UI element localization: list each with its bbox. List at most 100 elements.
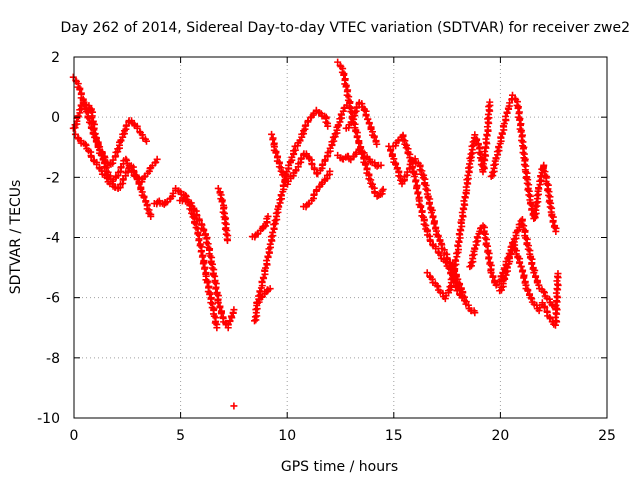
data-point <box>421 180 429 188</box>
data-point <box>518 136 526 144</box>
data-point <box>197 248 205 256</box>
x-tick-label: 20 <box>491 428 509 444</box>
data-point <box>195 236 203 244</box>
data-point <box>522 168 530 176</box>
data-point <box>482 241 490 249</box>
data-point <box>308 160 316 168</box>
data-point <box>203 279 211 287</box>
data-point <box>196 242 204 250</box>
data-point <box>458 209 466 217</box>
data-point <box>198 253 206 261</box>
data-point <box>514 104 522 112</box>
data-point <box>194 230 202 238</box>
data-point <box>475 149 483 157</box>
y-tick-label: 2 <box>51 50 60 66</box>
data-point <box>211 319 219 327</box>
data-point <box>269 136 277 144</box>
data-point <box>546 203 554 211</box>
data-point <box>222 230 230 238</box>
data-point <box>486 260 494 268</box>
data-point <box>526 254 534 262</box>
data-point <box>346 103 354 111</box>
x-tick-label: 10 <box>278 428 296 444</box>
data-point <box>262 264 270 272</box>
data-point <box>520 274 528 282</box>
data-point <box>429 213 437 221</box>
y-tick-label: -4 <box>46 231 60 247</box>
data-point <box>533 191 541 199</box>
data-point <box>545 198 553 206</box>
data-point <box>458 216 466 224</box>
data-point <box>530 215 538 223</box>
data-point <box>206 252 214 260</box>
data-point <box>207 299 215 307</box>
axes: 0 5 10 15 20 25 -10 -8 -6 -4 -2 0 2 <box>37 50 616 444</box>
data-point <box>266 285 274 293</box>
data-point <box>206 290 214 298</box>
data-point <box>212 285 220 293</box>
data-point <box>522 174 530 182</box>
data-point <box>532 199 540 207</box>
data-point <box>203 238 211 246</box>
data-point <box>461 193 469 201</box>
data-point <box>230 306 238 314</box>
data-point <box>482 135 490 143</box>
data-point <box>340 71 348 79</box>
data-point <box>219 208 227 216</box>
data-point <box>545 191 553 199</box>
y-tick-label: -2 <box>46 170 60 186</box>
data-point <box>263 257 271 265</box>
data-point <box>554 270 562 278</box>
data-point <box>479 222 487 230</box>
data-point <box>523 179 531 187</box>
data-point <box>230 402 238 410</box>
data-point <box>526 200 534 208</box>
data-point <box>265 245 273 253</box>
data-point <box>269 228 277 236</box>
data-point <box>201 265 209 273</box>
data-point <box>267 233 275 241</box>
data-point <box>548 212 556 220</box>
data-point <box>485 103 493 111</box>
data-point <box>531 203 539 211</box>
data-point <box>417 203 425 211</box>
x-tick-label: 25 <box>598 428 616 444</box>
data-point <box>538 299 546 307</box>
data-point <box>424 194 432 202</box>
data-point <box>221 219 229 227</box>
data-point <box>425 200 433 208</box>
data-point <box>459 204 467 212</box>
data-point <box>147 212 155 220</box>
data-point <box>324 122 332 130</box>
data-point <box>458 294 466 302</box>
data-point <box>544 186 552 194</box>
y-axis-title: SDTVAR / TECUs <box>8 180 24 295</box>
data-point <box>251 313 259 321</box>
data-point <box>373 140 381 148</box>
x-tick-label: 15 <box>385 428 403 444</box>
data-point <box>455 237 463 245</box>
data-point <box>88 114 96 122</box>
data-point <box>519 149 527 157</box>
data-point <box>213 324 221 332</box>
data-point <box>549 218 557 226</box>
data-point <box>518 268 526 276</box>
data-point <box>379 185 387 193</box>
data-point <box>453 249 461 257</box>
data-point <box>481 234 489 242</box>
data-point <box>481 147 489 155</box>
data-point <box>482 143 490 151</box>
data-point <box>465 164 473 172</box>
data-point <box>455 230 463 238</box>
data-point <box>343 91 351 99</box>
data-point <box>408 164 416 172</box>
data-point <box>528 260 536 268</box>
data-point <box>414 190 422 198</box>
data-point <box>464 171 472 179</box>
data-point <box>268 130 276 138</box>
data-point <box>195 217 203 225</box>
data-point <box>410 172 418 180</box>
data-point <box>479 168 487 176</box>
data-point <box>326 167 334 175</box>
